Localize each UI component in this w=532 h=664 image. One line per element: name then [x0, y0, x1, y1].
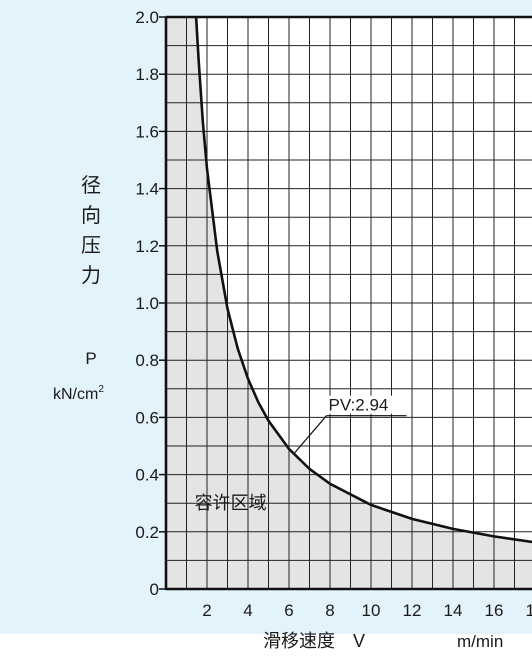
x-axis-label: 滑移速度 V — [263, 631, 365, 651]
y-tick-label-2: 0.4 — [135, 466, 159, 485]
x-axis-unit: m/min — [457, 632, 503, 651]
x-tick-label-1: 4 — [243, 601, 252, 620]
x-tick-label-3: 8 — [325, 601, 334, 620]
y-axis-label-char-3: 压 — [81, 235, 101, 257]
pv-label-leader — [292, 415, 327, 455]
x-tick-label-7: 16 — [485, 601, 504, 620]
y-tick-label-5: 1.0 — [135, 294, 159, 313]
y-axis-unit: kN/cm2 — [53, 384, 104, 403]
y-axis-label-char-4: 力 — [81, 264, 101, 287]
y-axis-label-char-1: 径 — [81, 174, 101, 197]
x-tick-label-0: 2 — [202, 601, 211, 620]
y-tick-label-1: 0.2 — [135, 523, 159, 542]
pv-curve — [194, 16, 532, 544]
x-tick-label-4: 10 — [362, 601, 381, 620]
pv-label-background — [326, 395, 403, 414]
y-axis-unit-sup: 2 — [98, 384, 104, 395]
axes — [159, 15, 532, 591]
y-axis-unit-base: kN/cm — [53, 386, 98, 403]
x-tick-label-5: 12 — [403, 601, 422, 620]
y-axis-label-char-2: 向 — [81, 204, 101, 227]
y-tick-label-0: 0 — [150, 580, 159, 599]
y-tick-label-10: 2.0 — [135, 8, 159, 27]
y-tick-label-9: 1.8 — [135, 65, 159, 84]
y-tick-label-6: 1.2 — [135, 237, 159, 256]
x-tick-label-6: 14 — [444, 601, 463, 620]
pv-label: PV:2.94 — [329, 396, 389, 415]
y-tick-label-7: 1.4 — [135, 180, 159, 199]
x-tick-label-2: 6 — [284, 601, 293, 620]
tick-labels: 0 0.2 0.4 0.6 0.8 1.0 1.2 1.4 1.6 1.8 2.0 2 4 6 8 10 12 1… — [135, 8, 532, 620]
grid-lines — [166, 17, 532, 589]
y-tick-label-8: 1.6 — [135, 122, 159, 141]
y-tick-label-4: 0.8 — [135, 351, 159, 370]
allowable-area-label: 容许区域 — [195, 493, 267, 513]
y-tick-label-3: 0.6 — [135, 408, 159, 427]
x-tick-label-8: 18 — [526, 601, 532, 620]
y-axis-symbol: P — [85, 349, 96, 368]
